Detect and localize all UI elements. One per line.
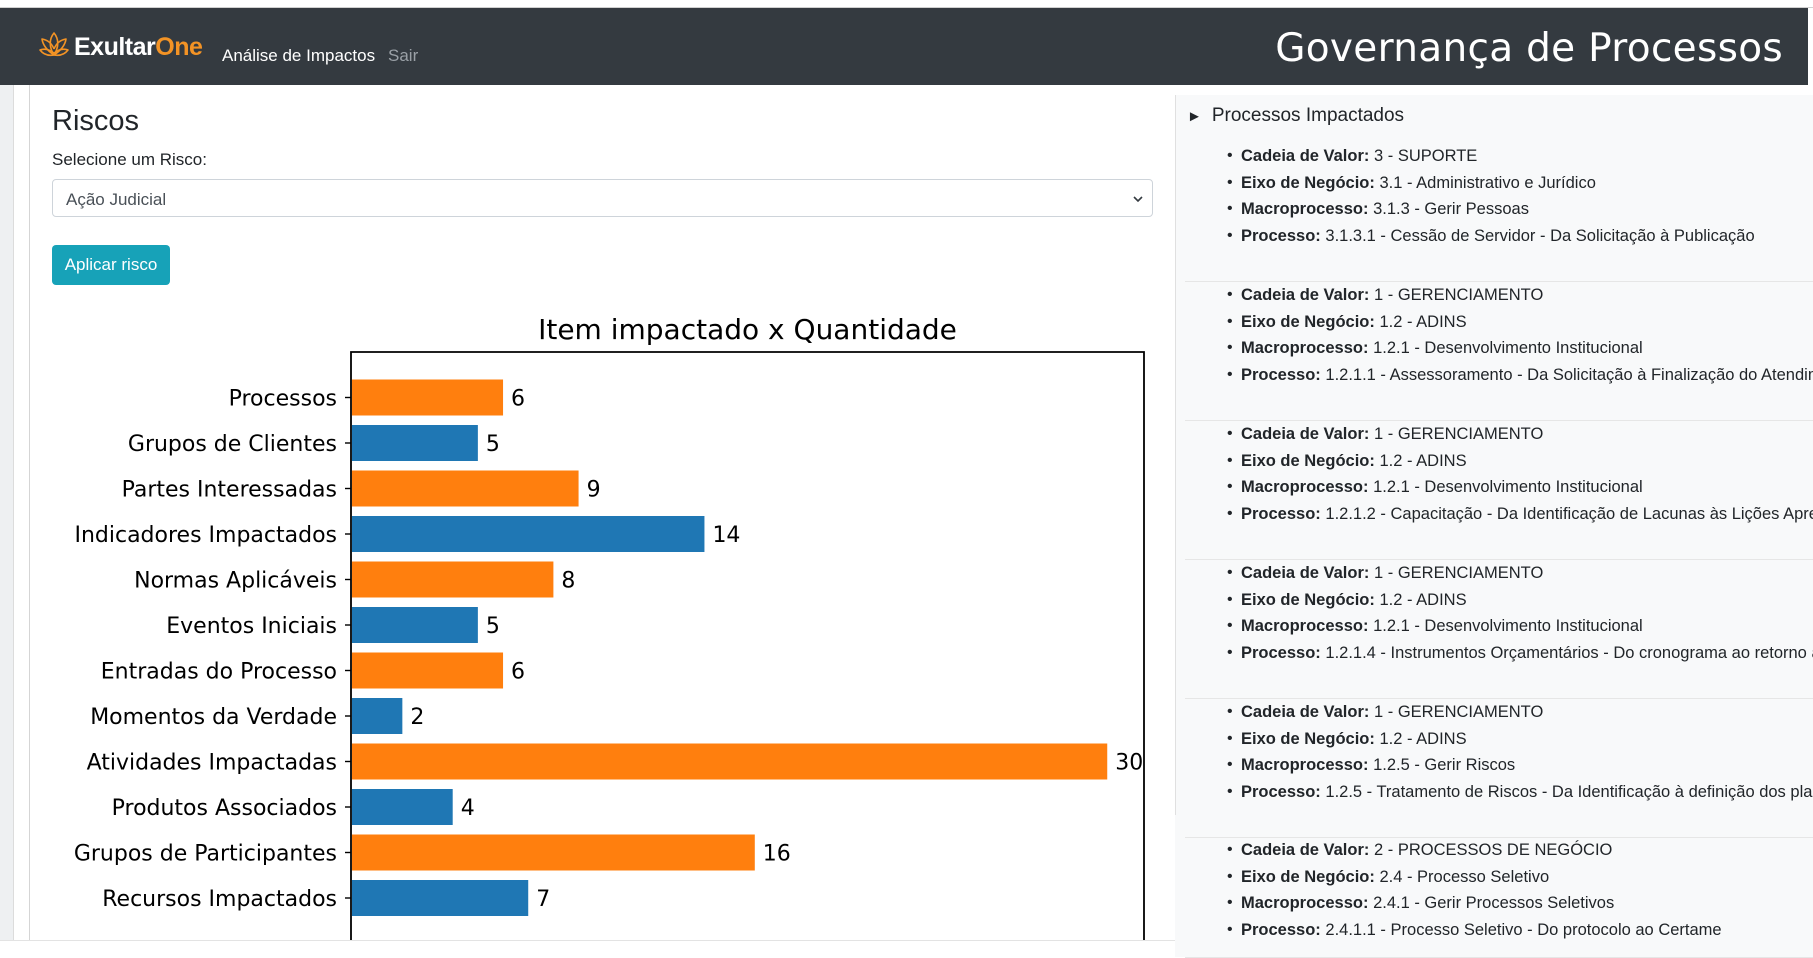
- process-field-eixo: Eixo de Negócio: 1.2 - ADINS: [1185, 309, 1813, 336]
- process-card: Cadeia de Valor: 1 - GERENCIAMENTOEixo d…: [1185, 421, 1813, 560]
- process-field-processo: Processo: 1.2.1.2 - Capacitação - Da Ide…: [1185, 501, 1813, 528]
- chart-category-label: Partes Interessadas: [122, 478, 337, 503]
- app-title: Governança de Processos: [1275, 26, 1783, 71]
- chart-bar: [352, 789, 453, 825]
- chart-category-label: Grupos de Clientes: [128, 432, 337, 457]
- process-card: Cadeia de Valor: 1 - GERENCIAMENTOEixo d…: [1185, 560, 1813, 699]
- process-field-eixo: Eixo de Negócio: 1.2 - ADINS: [1185, 587, 1813, 614]
- brand-name: ExultarOne: [74, 32, 203, 61]
- brand-logo[interactable]: ExultarOne: [38, 29, 203, 66]
- chart-value-label: 8: [561, 569, 575, 594]
- apply-risk-button[interactable]: Aplicar risco: [52, 245, 170, 285]
- process-card: Cadeia de Valor: 1 - GERENCIAMENTOEixo d…: [1185, 282, 1813, 421]
- chart-bar: [352, 743, 1108, 780]
- chart-category-label: Recursos Impactados: [102, 887, 337, 912]
- chart-value-label: 5: [486, 432, 500, 457]
- process-field-processo: Processo: 2.4.1.1 - Processo Seletivo - …: [1185, 917, 1813, 944]
- chart-value-label: 4: [461, 796, 475, 821]
- chart-value-label: 14: [712, 523, 740, 548]
- impact-bar-chart: Item impactado x Quantidade Processos 6 Gru…: [74, 313, 1145, 940]
- chart-bar: [352, 607, 478, 643]
- chart-value-label: 30: [1115, 751, 1143, 776]
- chart-bar: [352, 561, 554, 598]
- process-field-cadeia: Cadeia de Valor: 1 - GERENCIAMENTO: [1185, 282, 1813, 309]
- process-field-cadeia: Cadeia de Valor: 2 - PROCESSOS DE NEGÓCI…: [1185, 837, 1813, 864]
- process-field-eixo: Eixo de Negócio: 1.2 - ADINS: [1185, 448, 1813, 475]
- left-gutter: [0, 85, 14, 957]
- nav-link-analise-impactos[interactable]: Análise de Impactos: [222, 46, 376, 65]
- chart-category-label: Indicadores Impactados: [74, 523, 337, 548]
- chart-bar: [352, 379, 504, 416]
- process-card: Cadeia de Valor: 2 - PROCESSOS DE NEGÓCI…: [1185, 837, 1813, 958]
- process-field-macro: Macroprocesso: 2.4.1 - Gerir Processos S…: [1185, 890, 1813, 917]
- chart-bar: [352, 470, 579, 507]
- process-field-cadeia: Cadeia de Valor: 3 - SUPORTE: [1185, 143, 1813, 170]
- left-divider: [29, 85, 30, 940]
- process-field-eixo: Eixo de Negócio: 2.4 - Processo Seletivo: [1185, 864, 1813, 891]
- chart-category-label: Normas Aplicáveis: [134, 569, 337, 594]
- chart-bar: [352, 880, 529, 916]
- impacted-processes-title: Processos Impactados: [1211, 105, 1405, 126]
- triangle-right-icon: ►: [1187, 107, 1202, 125]
- chart-axes-frame: [350, 351, 1145, 940]
- chart-title: Item impactado x Quantidade: [538, 313, 957, 346]
- process-card: Cadeia de Valor: 3 - SUPORTEEixo de Negó…: [1185, 143, 1813, 282]
- chart-bar: [352, 516, 705, 552]
- process-field-cadeia: Cadeia de Valor: 1 - GERENCIAMENTO: [1185, 699, 1813, 726]
- risk-select-label: Selecione um Risco:: [52, 150, 207, 169]
- chart-bar: [352, 698, 403, 734]
- chart-value-label: 7: [536, 887, 550, 912]
- process-field-eixo: Eixo de Negócio: 3.1 - Administrativo e …: [1185, 170, 1813, 197]
- chart-value-label: 6: [511, 660, 525, 685]
- lotus-logo-icon: [38, 29, 70, 66]
- chart-bar: [352, 652, 504, 689]
- process-field-macro: Macroprocesso: 1.2.1 - Desenvolvimento I…: [1185, 613, 1813, 640]
- process-field-cadeia: Cadeia de Valor: 1 - GERENCIAMENTO: [1185, 421, 1813, 448]
- process-field-processo: Processo: 1.2.5 - Tratamento de Riscos -…: [1185, 779, 1813, 806]
- browser-top-strip: [0, 0, 1813, 8]
- chart-value-label: 16: [763, 842, 791, 867]
- navbar: ExultarOne Análise de Impactos Sair Gove…: [0, 8, 1808, 85]
- chart-value-label: 2: [410, 705, 424, 730]
- process-field-processo: Processo: 3.1.3.1 - Cessão de Servidor -…: [1185, 223, 1813, 250]
- process-field-macro: Macroprocesso: 1.2.5 - Gerir Riscos: [1185, 752, 1813, 779]
- chart-category-label: Produtos Associados: [112, 796, 337, 821]
- page-title: Riscos: [52, 105, 140, 137]
- chart-category-label: Entradas do Processo: [101, 660, 337, 685]
- process-field-macro: Macroprocesso: 1.2.1 - Desenvolvimento I…: [1185, 335, 1813, 362]
- risk-select-value: Ação Judicial: [66, 190, 167, 209]
- chart-category-label: Eventos Iniciais: [166, 614, 337, 639]
- chart-category-label: Processos: [229, 387, 337, 412]
- process-card: Cadeia de Valor: 1 - GERENCIAMENTOEixo d…: [1185, 699, 1813, 838]
- impacted-processes-panel: ► Processos Impactados Cadeia de Valor: …: [1175, 95, 1813, 958]
- risk-select[interactable]: Ação Judicial: [52, 179, 1153, 217]
- process-field-cadeia: Cadeia de Valor: 1 - GERENCIAMENTO: [1185, 560, 1813, 587]
- chart-value-label: 6: [511, 387, 525, 412]
- process-field-processo: Processo: 1.2.1.4 - Instrumentos Orçamen…: [1185, 640, 1813, 667]
- process-field-processo: Processo: 1.2.1.1 - Assessoramento - Da …: [1185, 362, 1813, 389]
- process-field-macro: Macroprocesso: 1.2.1 - Desenvolvimento I…: [1185, 474, 1813, 501]
- process-field-eixo: Eixo de Negócio: 1.2 - ADINS: [1185, 726, 1813, 753]
- impacted-processes-toggle[interactable]: ► Processos Impactados: [1187, 105, 1404, 127]
- chart-bar: [352, 425, 478, 461]
- nav-link-sair[interactable]: Sair: [388, 46, 419, 65]
- chevron-down-icon: [1132, 192, 1144, 210]
- chart-category-label: Grupos de Participantes: [74, 842, 337, 867]
- chart-category-label: Atividades Impactadas: [87, 751, 337, 776]
- chart-value-label: 5: [486, 614, 500, 639]
- chart-value-label: 9: [587, 478, 601, 503]
- bottom-strip: [0, 940, 1180, 958]
- process-field-macro: Macroprocesso: 3.1.3 - Gerir Pessoas: [1185, 196, 1813, 223]
- chart-bar: [352, 834, 755, 871]
- chart-category-label: Momentos da Verdade: [90, 705, 337, 730]
